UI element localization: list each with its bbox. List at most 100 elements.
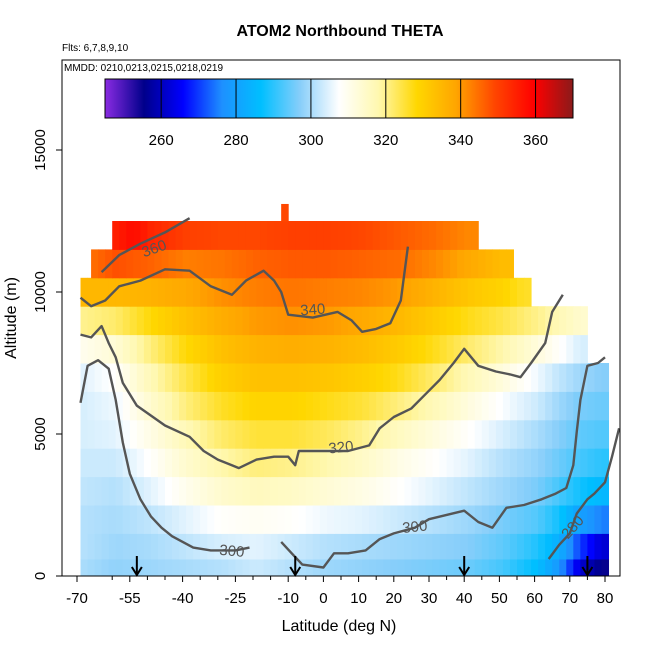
heatmap-cell bbox=[337, 221, 346, 250]
heatmap-cell bbox=[601, 533, 610, 560]
heatmap-cell bbox=[495, 448, 504, 478]
heatmap-cell bbox=[312, 277, 321, 307]
heatmap-cell bbox=[545, 448, 553, 478]
heatmap-cell bbox=[341, 391, 349, 421]
heatmap-cell bbox=[175, 249, 184, 279]
heatmap-cell bbox=[439, 363, 448, 392]
heatmap-cell bbox=[474, 334, 483, 364]
heatmap-cell bbox=[355, 558, 363, 576]
heatmap-cell bbox=[545, 533, 553, 560]
heatmap-cell bbox=[87, 476, 96, 506]
heatmap-cell bbox=[203, 221, 212, 250]
heatmap-cell bbox=[122, 533, 131, 560]
heatmap-cell bbox=[186, 448, 194, 478]
heatmap-cell bbox=[87, 558, 96, 576]
heatmap-cell bbox=[298, 363, 307, 392]
heatmap-cell bbox=[115, 306, 124, 336]
heatmap-cell bbox=[168, 249, 177, 279]
heatmap-cell bbox=[108, 558, 117, 576]
heatmap-cell bbox=[150, 558, 159, 576]
heatmap-cell bbox=[566, 476, 574, 506]
heatmap-cell bbox=[471, 221, 479, 250]
heatmap-cell bbox=[115, 476, 124, 506]
heatmap-cell bbox=[270, 363, 279, 392]
heatmap-cell bbox=[214, 558, 222, 576]
heatmap-cell bbox=[580, 533, 588, 560]
heatmap-cell bbox=[143, 391, 152, 421]
heatmap-cell bbox=[249, 419, 258, 449]
heatmap-cell bbox=[221, 334, 229, 364]
heatmap-cell bbox=[552, 448, 560, 478]
heatmap-cell bbox=[432, 363, 441, 392]
heatmap-cell bbox=[207, 334, 215, 364]
heatmap-cell bbox=[358, 249, 367, 279]
heatmap-cell bbox=[404, 391, 412, 421]
heatmap-cell bbox=[509, 476, 518, 506]
heatmap-cell bbox=[587, 476, 595, 506]
heatmap-cell bbox=[376, 277, 384, 307]
heatmap-cell bbox=[221, 558, 229, 576]
heatmap-cell bbox=[263, 277, 272, 307]
heatmap-cell bbox=[210, 221, 219, 250]
heatmap-cell bbox=[418, 419, 426, 449]
heatmap-cell bbox=[147, 249, 155, 279]
heatmap-cell bbox=[150, 334, 159, 364]
contour-line-320 bbox=[80, 294, 564, 470]
heatmap-cell bbox=[112, 249, 120, 279]
heatmap-cell bbox=[253, 221, 261, 250]
heatmap-cell bbox=[122, 363, 131, 392]
heatmap-cell bbox=[270, 476, 279, 506]
heatmap-cell bbox=[341, 277, 349, 307]
heatmap-cell bbox=[601, 558, 610, 576]
heatmap-cell bbox=[263, 505, 272, 534]
heatmap-cell bbox=[284, 363, 293, 392]
heatmap-cell bbox=[418, 505, 426, 534]
heatmap-cell bbox=[200, 363, 208, 392]
heatmap-cell bbox=[101, 533, 110, 560]
heatmap-cell bbox=[217, 249, 226, 279]
heatmap-cell bbox=[358, 221, 367, 250]
heatmap-cell bbox=[221, 419, 229, 449]
heatmap-cell bbox=[165, 476, 173, 506]
heatmap-cell bbox=[231, 249, 240, 279]
heatmap-cell bbox=[594, 533, 602, 560]
heatmap-cell bbox=[235, 334, 243, 364]
heatmap-cell bbox=[312, 476, 321, 506]
heatmap-cell bbox=[214, 476, 222, 506]
heatmap-cell bbox=[376, 363, 384, 392]
heatmap-cell bbox=[517, 448, 525, 478]
heatmap-cell bbox=[390, 334, 398, 364]
heatmap-cell bbox=[474, 306, 483, 336]
heatmap-cell bbox=[531, 363, 539, 392]
heatmap-cell bbox=[460, 476, 469, 506]
heatmap-cell bbox=[439, 533, 448, 560]
heatmap-cell bbox=[302, 249, 310, 279]
heatmap-cell bbox=[87, 448, 96, 478]
heatmap-cell bbox=[235, 448, 243, 478]
heatmap-cell bbox=[467, 391, 476, 421]
heatmap-cell bbox=[157, 476, 166, 506]
heatmap-cell bbox=[348, 334, 356, 364]
heatmap-cell bbox=[411, 306, 419, 336]
heatmap-cell bbox=[502, 558, 511, 576]
heatmap-cell bbox=[393, 249, 402, 279]
heatmap-cell bbox=[538, 505, 546, 534]
heatmap-cell bbox=[376, 448, 384, 478]
heatmap-cell bbox=[467, 558, 476, 576]
flight-marker-arrow bbox=[581, 556, 594, 577]
heatmap-cell bbox=[249, 277, 258, 307]
heatmap-cell bbox=[249, 558, 258, 576]
heatmap-cell bbox=[509, 363, 518, 392]
heatmap-cell bbox=[425, 476, 434, 506]
heatmap-cell bbox=[172, 448, 180, 478]
heatmap-cell bbox=[129, 419, 138, 449]
heatmap-cell bbox=[172, 391, 180, 421]
heatmap-cell bbox=[101, 334, 110, 364]
heatmap-cell bbox=[284, 306, 293, 336]
heatmap-cell bbox=[305, 391, 314, 421]
heatmap-cell bbox=[207, 533, 215, 560]
heatmap-cell bbox=[407, 249, 416, 279]
heatmap-cell bbox=[80, 334, 89, 364]
heatmap-cell bbox=[150, 363, 159, 392]
heatmap-cell bbox=[355, 391, 363, 421]
